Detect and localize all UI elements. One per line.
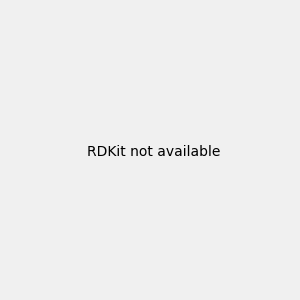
Text: RDKit not available: RDKit not available xyxy=(87,145,220,158)
